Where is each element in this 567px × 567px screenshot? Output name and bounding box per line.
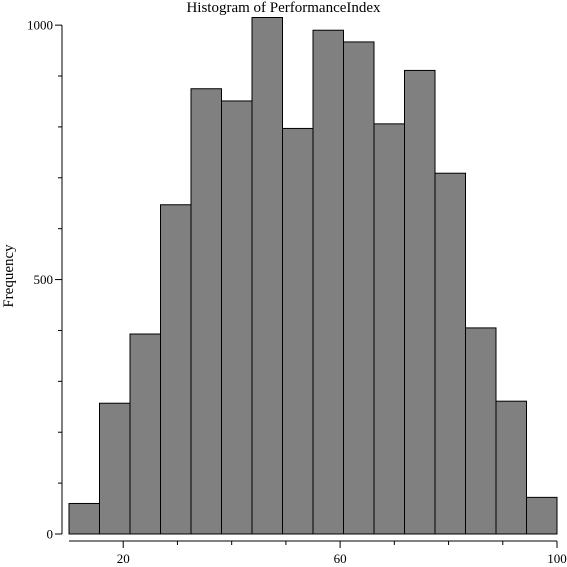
- y-tick-label: 1000: [27, 18, 53, 33]
- x-axis: 20 60 100: [69, 540, 567, 566]
- x-tick-label: 100: [547, 551, 567, 566]
- histogram-bar: [190, 88, 222, 535]
- y-tick-label: 500: [34, 272, 54, 287]
- histogram-bar: [404, 69, 436, 535]
- histogram-bar: [434, 172, 466, 535]
- histogram-bar: [495, 400, 527, 535]
- histogram-bar: [343, 41, 375, 535]
- histogram-bar: [251, 17, 283, 535]
- x-tick-label: 60: [334, 551, 347, 566]
- histogram-bar: [465, 327, 497, 535]
- y-axis: 0 500 1000: [27, 18, 63, 542]
- y-axis-label: Frequency: [1, 244, 17, 308]
- histogram-bar: [312, 29, 344, 535]
- histogram-bar: [373, 123, 405, 535]
- histogram-bar: [282, 127, 314, 535]
- histogram-bar: [526, 496, 558, 535]
- y-tick-label: 0: [47, 527, 54, 542]
- x-tick-label: 20: [117, 551, 130, 566]
- histogram-bar: [99, 402, 131, 535]
- histogram-bar: [160, 204, 192, 535]
- bars-group: [68, 17, 558, 535]
- histogram-bar: [68, 502, 100, 535]
- histogram-bar: [221, 100, 253, 535]
- chart-title: Histogram of PerformanceIndex: [186, 0, 381, 16]
- histogram-bar: [129, 333, 161, 535]
